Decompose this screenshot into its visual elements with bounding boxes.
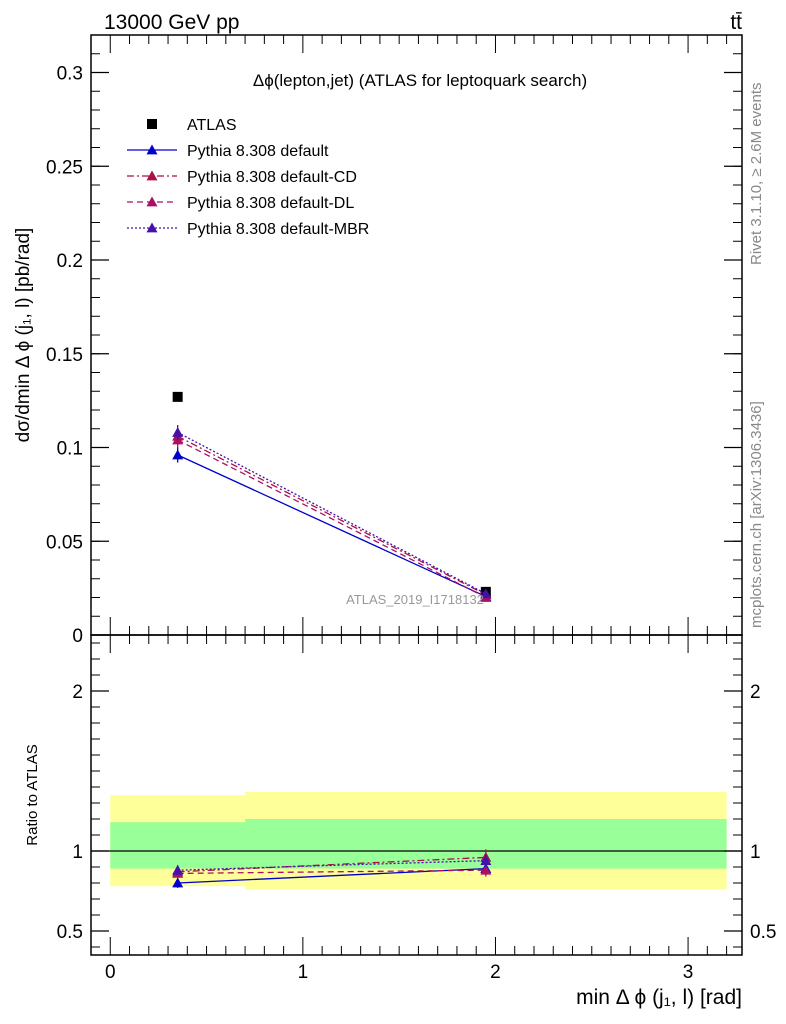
ratio-y-tick-label: 0.5 — [57, 922, 83, 943]
rivet-label: Rivet 3.1.10, ≥ 2.6M events — [748, 83, 765, 266]
main-series-layer — [172, 391, 492, 602]
band-inner — [110, 822, 246, 869]
legend-label-mbr: Pythia 8.308 default-MBR — [187, 221, 369, 238]
process-label: tt̄ — [730, 11, 742, 34]
ratio-x-tick-label: 1 — [298, 962, 309, 983]
ratio-y-tick-label-right: 1 — [750, 842, 761, 863]
ratio-x-tick-label: 2 — [490, 962, 501, 983]
legend-marker-cd — [146, 170, 158, 181]
ratio-line-cd — [177, 856, 486, 873]
main-title: Δϕ(lepton,jet) (ATLAS for leptoquark sea… — [253, 71, 587, 90]
ratio-x-tick-label: 0 — [105, 962, 116, 983]
series-line-cd — [177, 435, 487, 596]
series-line-default — [177, 454, 487, 598]
legend-marker-default — [146, 144, 158, 155]
legend-label-dl: Pythia 8.308 default-DL — [187, 195, 354, 212]
legend-marker-mbr — [146, 222, 158, 233]
main-y-tick-label: 0 — [72, 626, 83, 647]
main-y-tick-label: 0.2 — [57, 251, 83, 272]
main-panel: 0 0.05 0.1 0.15 0.2 0.25 0.3 Δϕ(lepton,jet) (A… — [13, 34, 743, 647]
main-y-tick-label: 0.25 — [46, 157, 83, 178]
main-y-tick-label: 0.1 — [57, 439, 83, 460]
ratio-bands — [110, 791, 727, 890]
energy-label: 13000 GeV pp — [104, 11, 239, 34]
point-mbr — [172, 427, 184, 437]
ratio-panel: 0.5 0.5 1 1 2 2 0 1 2 3 Ratio to ATLAS min Δ ϕ (… — [24, 634, 776, 1009]
ratio-x-axis: 0 1 2 3 — [105, 635, 728, 983]
ratio-point-dl — [480, 864, 492, 875]
ratio-x-tick-label: 3 — [683, 962, 694, 983]
ratio-y-label: Ratio to ATLAS — [24, 744, 41, 845]
series-line-dl — [177, 439, 487, 599]
ratio-line-dl — [177, 869, 486, 875]
ratio-point-mbr — [480, 855, 492, 865]
ratio-series-layer — [172, 849, 492, 888]
watermark: ATLAS_2019_I1718132 — [346, 592, 484, 607]
main-y-tick-label: 0.3 — [57, 64, 83, 85]
point-default — [172, 449, 184, 460]
ratio-y-tick-label: 2 — [72, 682, 83, 703]
legend-label-cd: Pythia 8.308 default-CD — [187, 169, 357, 186]
ratio-y-tick-label: 1 — [72, 842, 83, 863]
series-line-mbr — [177, 431, 487, 595]
ratio-y-axis: 0.5 0.5 1 1 2 2 — [57, 642, 776, 948]
mcplots-label: mcplots.cern.ch [arXiv:1306.3436] — [748, 401, 765, 628]
legend-marker-dl — [146, 196, 158, 207]
legend-marker-atlas — [147, 119, 157, 129]
legend-label-atlas: ATLAS — [187, 117, 237, 134]
ratio-frame — [90, 634, 743, 956]
main-x-ticks — [109, 35, 728, 635]
x-axis-label: min Δ ϕ (j₁, l) [rad] — [576, 986, 742, 1009]
ratio-line-default — [177, 867, 486, 884]
point-mbr — [480, 588, 492, 599]
ratio-line-mbr — [177, 859, 486, 871]
main-y-label: dσ/dmin Δ ϕ (j₁, l) [pb/rad] — [13, 228, 34, 443]
legend-label-default: Pythia 8.308 default — [187, 143, 329, 160]
main-y-tick-label: 0.15 — [46, 345, 83, 366]
ratio-y-tick-label-right: 2 — [750, 682, 761, 703]
ratio-point-default — [172, 877, 184, 888]
legend: ATLAS Pythia 8.308 default Pythia 8.308 de… — [127, 117, 369, 238]
ratio-y-tick-label-right: 0.5 — [750, 922, 776, 943]
main-y-axis: 0 0.05 0.1 0.15 0.2 0.25 0.3 — [46, 34, 742, 647]
atlas-data-point — [172, 391, 183, 402]
ratio-point-mbr — [172, 864, 184, 875]
main-y-tick-label: 0.05 — [46, 532, 83, 553]
